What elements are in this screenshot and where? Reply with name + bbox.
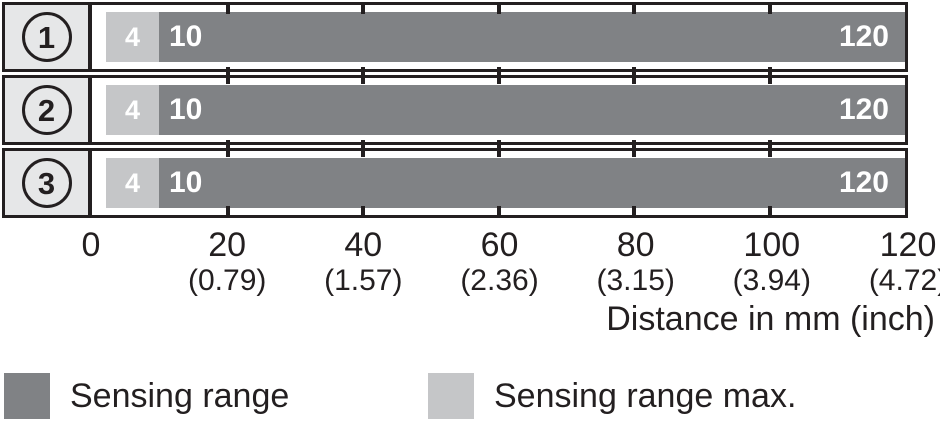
gridline-tick <box>226 2 230 14</box>
gridline-tick <box>497 140 501 157</box>
sensing-range-segment <box>159 85 905 135</box>
gridline-tick <box>768 140 772 157</box>
gridline-tick <box>226 67 230 84</box>
gridline-tick <box>361 67 365 84</box>
legend-label: Sensing range <box>70 376 290 415</box>
table-row: 3 4 10 120 <box>2 148 908 218</box>
axis-tick-120: 120 (4.72) <box>868 226 940 297</box>
gridline-tick <box>361 140 365 157</box>
axis-tick-0: 0 <box>81 226 101 264</box>
gridline-tick <box>226 140 230 157</box>
axis-tick-20: 20 (0.79) <box>188 226 267 297</box>
circled-number-2: 2 <box>21 85 72 135</box>
axis-tick-40: 40 (1.57) <box>324 226 403 297</box>
row-header-2: 2 <box>2 75 91 145</box>
gridline-tick <box>226 206 230 218</box>
bar-label-max: 4 <box>124 22 141 52</box>
sensing-range-max-segment <box>106 158 159 208</box>
gridline-tick <box>497 67 501 84</box>
bar-label-end: 120 <box>838 20 889 53</box>
circled-number-1: 1 <box>21 12 72 62</box>
legend-label: Sensing range max. <box>494 376 797 415</box>
row-plot-2: 4 10 120 <box>89 75 908 145</box>
table-row: 1 4 10 120 <box>2 2 908 72</box>
sensing-range-max-segment <box>106 85 159 135</box>
sensing-range-bar: 4 10 120 <box>92 158 905 208</box>
legend-swatch-dark-icon <box>4 373 50 419</box>
sensing-range-segment <box>159 158 905 208</box>
legend-swatch-light-icon <box>428 373 474 419</box>
bar-label-max: 4 <box>124 168 141 198</box>
gridline-tick <box>768 2 772 14</box>
bar-table: 1 4 10 120 2 4 <box>2 2 908 218</box>
gridline-tick <box>497 206 501 218</box>
sensing-range-max-segment <box>106 12 159 62</box>
row-header-3: 3 <box>2 148 91 218</box>
axis-caption: Distance in mm (inch) <box>606 300 935 338</box>
gridline-tick <box>768 206 772 218</box>
bar-label-end: 120 <box>838 93 889 126</box>
axis-tick-80: 80 (3.15) <box>596 226 675 297</box>
bar-label-min: 10 <box>169 20 203 53</box>
gridline-tick <box>632 2 636 14</box>
gridline-tick <box>497 2 501 14</box>
bar-label-end: 120 <box>838 166 889 199</box>
bar-label-max: 4 <box>124 95 141 125</box>
gridline-tick <box>768 67 772 84</box>
gridline-tick <box>361 206 365 218</box>
sensing-range-segment <box>159 12 905 62</box>
gridline-tick <box>632 140 636 157</box>
gridline-tick <box>361 2 365 14</box>
axis-tick-100: 100 (3.94) <box>732 226 811 297</box>
gridline-tick <box>632 206 636 218</box>
circled-number-3: 3 <box>21 158 72 208</box>
axis-tick-60: 60 (2.36) <box>460 226 539 297</box>
legend-item-sensing-range-max: Sensing range max. <box>428 372 796 420</box>
x-axis: 0 20 (0.79) 40 (1.57) 60 (2.36) 80 (3.15… <box>82 226 940 298</box>
sensing-range-bar: 4 10 120 <box>92 12 905 62</box>
sensing-range-bar: 4 10 120 <box>92 85 905 135</box>
bar-label-min: 10 <box>169 166 203 199</box>
table-row: 2 4 10 120 <box>2 75 908 145</box>
legend-item-sensing-range: Sensing range <box>4 372 289 420</box>
gridline-tick <box>632 67 636 84</box>
row-header-1: 1 <box>2 2 91 72</box>
bar-label-min: 10 <box>169 93 203 126</box>
